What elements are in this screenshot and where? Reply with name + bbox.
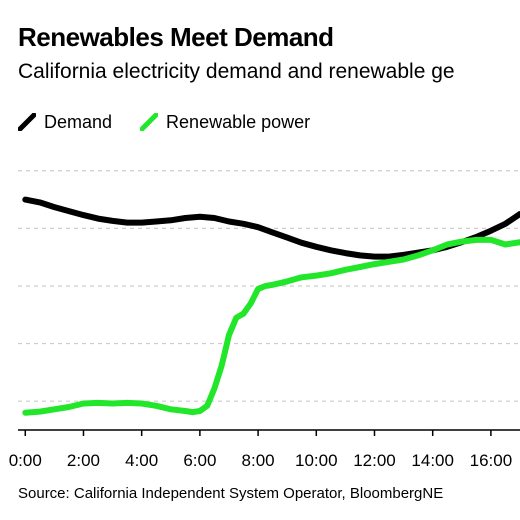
x-tick-label-7: 14:00 [411, 451, 454, 470]
source-note: Source: California Independent System Op… [18, 485, 444, 502]
legend-label-demand: Demand [44, 111, 113, 132]
line-chart: 0:00 2:00 4:00 6:00 8:00 10:00 12:00 14:00 16:00 [9, 170, 520, 470]
x-tick-label-0: 0:00 [9, 451, 42, 470]
legend-item-demand: Demand [18, 112, 112, 133]
x-tick-label-8: 16:00 [470, 451, 513, 470]
legend-mark-renewable [140, 113, 159, 131]
x-tick-label-2: 4:00 [125, 451, 158, 470]
chart-title: Renewables Meet Demand [18, 22, 334, 52]
x-tick-label-4: 8:00 [242, 451, 275, 470]
legend-label-renewable: Renewable power [166, 111, 311, 132]
series-line-renewable-power [22, 236, 520, 416]
x-tick-label-6: 12:00 [353, 451, 396, 470]
legend-mark-demand [18, 113, 36, 131]
legend-swatch-renewable [140, 113, 159, 131]
legend-item-renewable: Renewable power [140, 112, 310, 133]
legend: Demand Renewable power [18, 110, 310, 134]
legend-swatch-demand [18, 113, 36, 131]
x-tick-label-5: 10:00 [295, 451, 338, 470]
x-tick-label-3: 6:00 [183, 451, 216, 470]
x-tick-label-1: 2:00 [67, 451, 100, 470]
chart-subtitle: California electricity demand and renewa… [18, 60, 455, 83]
